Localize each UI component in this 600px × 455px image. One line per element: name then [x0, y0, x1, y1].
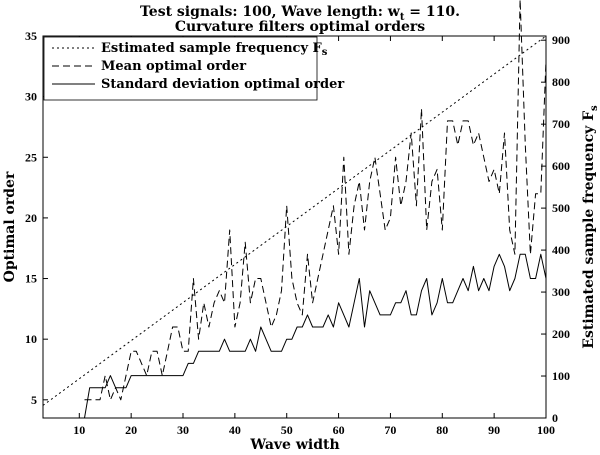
legend-label-std: Standard deviation optimal order — [101, 77, 344, 92]
y2-axis-label: Estimated sample frequency Fs — [581, 105, 600, 349]
y2-tick-label: 900 — [552, 33, 570, 47]
y-axis-label: Optimal order — [2, 171, 18, 282]
y-tick-label: 35 — [25, 29, 37, 43]
plot-frame — [42, 35, 547, 419]
x-axis-label: Wave width — [249, 437, 339, 453]
y-tick-label: 5 — [31, 393, 37, 407]
y-tick-label: 30 — [25, 90, 37, 104]
y2-tick-label: 600 — [552, 159, 570, 173]
x-tick-label: 60 — [333, 423, 345, 437]
x-tick-label: 30 — [177, 423, 189, 437]
x-tick-label: 20 — [125, 423, 137, 437]
legend: Estimated sample frequency Fs Mean optim… — [43, 36, 344, 101]
series-sample-frequency — [42, 35, 547, 406]
y-tick-label: 25 — [25, 150, 37, 164]
y2-tick-label: 700 — [552, 117, 570, 131]
series-std-optimal-order — [84, 253, 547, 419]
x-tick-label: 10 — [73, 423, 85, 437]
legend-box — [43, 36, 318, 101]
x-tick-label: 90 — [488, 423, 500, 437]
axis-layer: 10 20 30 40 50 60 70 80 90 1005101520253035010020… — [25, 29, 570, 437]
x-tick-label: 80 — [436, 423, 448, 437]
legend-label-mean: Mean optimal order — [101, 59, 246, 74]
chart-title-line-2: Curvature filters optimal orders — [175, 19, 425, 35]
y2-tick-label: 0 — [552, 411, 558, 425]
series-mean-optimal-order — [84, 0, 547, 401]
y-tick-label: 10 — [25, 332, 37, 346]
y2-tick-label: 800 — [552, 75, 570, 89]
y2-tick-label: 400 — [552, 243, 570, 257]
x-tick-label: 50 — [281, 423, 293, 437]
y2-tick-label: 200 — [552, 327, 570, 341]
y2-tick-label: 500 — [552, 201, 570, 215]
series-layer — [42, 0, 547, 419]
y-tick-label: 20 — [25, 211, 37, 225]
legend-label-sample-frequency: Estimated sample frequency Fs — [101, 41, 328, 58]
x-tick-label: 70 — [384, 423, 396, 437]
x-tick-label: 100 — [537, 423, 555, 437]
x-tick-label: 40 — [229, 423, 241, 437]
y2-tick-label: 300 — [552, 285, 570, 299]
y-tick-label: 15 — [25, 272, 37, 286]
chart-title-line-1: Test signals: 100, Wave length: wt = 110… — [140, 4, 460, 23]
y2-tick-label: 100 — [552, 369, 570, 383]
